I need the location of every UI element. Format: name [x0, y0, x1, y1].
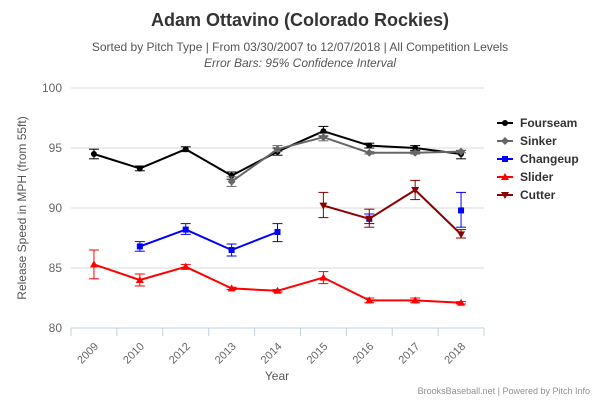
data-point [458, 207, 465, 214]
data-point [365, 296, 374, 304]
y-axis-ticks: 80 85 90 95 100 [42, 81, 62, 335]
y-tick-label: 100 [42, 81, 62, 95]
data-point [227, 284, 236, 292]
data-point [228, 247, 235, 253]
chart-subtitle: Sorted by Pitch Type | From 03/30/2007 t… [92, 40, 508, 54]
x-tick-label: 2010 [121, 341, 147, 367]
legend: Fourseam Sinker Changeup Slider Cutter [497, 116, 579, 202]
legend-label: Cutter [520, 188, 556, 202]
series-line [93, 263, 462, 304]
data-point [227, 177, 236, 186]
data-point [273, 145, 282, 154]
x-tick-label: 2017 [396, 341, 422, 367]
x-tick-label: 2013 [213, 341, 239, 367]
data-point [501, 173, 509, 180]
data-point [274, 229, 281, 235]
data-point [502, 120, 508, 126]
y-tick-label: 90 [49, 201, 63, 215]
data-point [411, 148, 420, 157]
x-tick-label: 2018 [442, 341, 468, 367]
x-tick-label: 2012 [167, 341, 193, 367]
data-point [136, 243, 143, 250]
data-point [502, 156, 508, 162]
data-point [457, 147, 466, 156]
x-tick-label: 2016 [351, 341, 377, 367]
data-point [182, 146, 189, 153]
y-tick-label: 95 [49, 141, 63, 155]
legend-label: Slider [520, 170, 554, 184]
legend-item-cutter[interactable]: Cutter [497, 188, 556, 202]
x-tick-label: 2009 [75, 341, 101, 367]
chart-title: Adam Ottavino (Colorado Rockies) [151, 10, 449, 30]
y-axis-title: Release Speed in MPH (from 55ft) [15, 116, 29, 299]
data-point [319, 273, 328, 281]
series-layer [88, 125, 467, 306]
chart-subtitle-error-bars: Error Bars: 95% Confidence Interval [204, 56, 396, 70]
data-point [319, 133, 328, 142]
x-axis-title: Year [265, 369, 289, 383]
legend-label: Fourseam [520, 116, 577, 130]
data-point [273, 286, 282, 294]
data-point [412, 145, 419, 151]
series-changeup [134, 191, 467, 257]
data-point [411, 296, 420, 304]
y-tick-label: 85 [49, 261, 63, 275]
x-tick-label: 2015 [305, 341, 331, 367]
legend-item-changeup[interactable]: Changeup [497, 152, 579, 166]
legend-item-fourseam[interactable]: Fourseam [497, 116, 577, 130]
data-point [365, 215, 374, 223]
data-point [135, 276, 144, 283]
data-point [411, 187, 420, 194]
legend-item-slider[interactable]: Slider [497, 170, 554, 184]
data-point [366, 142, 373, 149]
data-point [457, 298, 466, 306]
x-axis-ticks: 2009 2010 2012 2013 2014 2015 2016 2017 2018 [70, 328, 485, 367]
data-point [319, 202, 328, 210]
series-line [323, 189, 462, 236]
series-slider [88, 249, 467, 306]
series-sinker [226, 133, 467, 187]
data-point [501, 137, 509, 145]
data-point [501, 192, 509, 199]
legend-label: Sinker [520, 134, 557, 148]
chart-credit: BrooksBaseball.net | Powered by Pitch In… [418, 386, 590, 396]
data-point [90, 151, 97, 157]
legend-item-sinker[interactable]: Sinker [497, 134, 557, 148]
data-point [182, 226, 189, 233]
data-point [136, 165, 143, 172]
data-point [457, 231, 466, 239]
legend-label: Changeup [520, 152, 579, 166]
y-tick-label: 80 [49, 321, 63, 335]
data-point [89, 260, 98, 268]
data-point [181, 262, 190, 270]
series-cutter [318, 179, 467, 239]
series-line [231, 136, 462, 183]
x-tick-label: 2014 [259, 341, 285, 367]
data-point [365, 148, 374, 157]
data-point [320, 128, 327, 135]
